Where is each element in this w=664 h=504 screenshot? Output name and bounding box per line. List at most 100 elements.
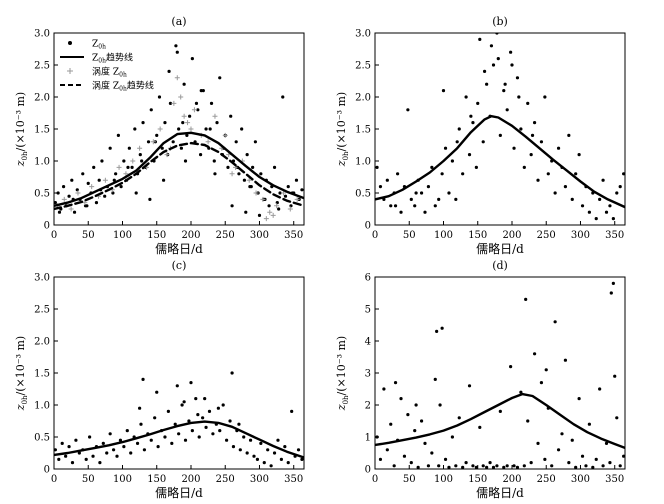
legend-label: 涡度 Z0h: [92, 66, 127, 79]
data-point: [74, 438, 78, 442]
data-point: [574, 172, 578, 176]
x-axis-label: 儒略日/d: [155, 485, 203, 500]
y-tick-label: 2.0: [355, 93, 371, 104]
data-point: [437, 197, 441, 201]
data-point: [613, 374, 617, 378]
data-point: [546, 172, 550, 176]
data-point: [413, 429, 417, 433]
x-tick-label: 250: [537, 230, 556, 241]
data-point: [577, 153, 581, 157]
data-point: [272, 165, 277, 169]
x-tick-label: 0: [51, 230, 57, 241]
data-point: [435, 329, 439, 333]
data-point: [622, 172, 625, 176]
trend-line-dashed: [54, 141, 304, 211]
y-tick-label: 0: [365, 221, 371, 232]
data-point: [567, 133, 571, 137]
y-tick-label: 1.5: [34, 125, 50, 136]
y-tick-label: 6: [365, 273, 371, 284]
data-point: [245, 153, 249, 157]
y-axis-label-main: z: [14, 404, 27, 411]
data-point: [119, 185, 123, 189]
x-tick-label: 300: [571, 474, 590, 485]
data-point: [101, 441, 105, 445]
trend-line: [375, 392, 625, 450]
data-point: [149, 108, 153, 112]
data-point: [190, 429, 194, 433]
data-point: [54, 201, 57, 205]
data-point: [212, 159, 216, 163]
data-point: [226, 165, 230, 169]
y-tick-label: 2: [365, 401, 371, 412]
data-point: [618, 185, 622, 189]
data-point: [180, 403, 184, 407]
x-tick-label: 100: [113, 230, 132, 241]
data-point: [491, 63, 496, 67]
data-point: [481, 140, 485, 144]
data-point: [580, 454, 585, 458]
data-point: [474, 165, 478, 169]
data-point: [231, 445, 236, 449]
legend-label-sub: 0h: [119, 86, 127, 93]
data-point: [237, 172, 241, 176]
y-tick-label: 2.5: [34, 61, 50, 72]
vorticity-point: [181, 113, 187, 119]
data-point: [550, 464, 554, 468]
data-point: [197, 435, 201, 439]
panel-label: (a): [171, 15, 186, 28]
data-point: [447, 191, 451, 195]
x-tick-label: 250: [216, 230, 235, 241]
data-point: [92, 165, 96, 169]
data-point: [454, 464, 458, 468]
data-point: [85, 204, 89, 208]
data-point: [553, 320, 557, 324]
data-point: [163, 435, 167, 439]
data-point: [382, 387, 386, 391]
data-point: [406, 108, 410, 112]
vorticity-point: [61, 196, 67, 202]
trend-line: [375, 114, 625, 209]
data-point: [160, 146, 164, 150]
data-point: [248, 438, 253, 442]
data-point: [170, 441, 174, 445]
data-point: [454, 197, 458, 201]
data-point: [187, 419, 191, 423]
data-point: [182, 400, 186, 404]
data-point: [560, 432, 564, 436]
data-point: [266, 448, 270, 452]
data-point: [185, 133, 189, 137]
vorticity-point: [171, 100, 177, 106]
legend-label-main: 涡度 Z: [92, 80, 119, 92]
data-point: [519, 390, 523, 394]
data-point: [482, 69, 487, 73]
data-point: [116, 133, 120, 137]
data-point: [532, 352, 537, 356]
x-tick-label: 50: [82, 230, 95, 241]
data-point: [495, 464, 499, 468]
data-point: [283, 194, 288, 198]
y-axis-label-sub: 0h: [21, 395, 29, 404]
x-tick-label: 100: [434, 230, 453, 241]
data-point: [611, 217, 615, 221]
data-point: [155, 133, 159, 137]
y-axis-label-sub: 0h: [342, 151, 350, 160]
data-point: [467, 153, 472, 157]
vorticity-point: [270, 212, 276, 218]
y-tick-label: 5: [365, 305, 371, 316]
data-point: [67, 445, 71, 449]
x-tick-label: 150: [468, 474, 487, 485]
x-tick-label: 50: [403, 230, 416, 241]
data-point: [608, 461, 612, 465]
data-point: [290, 409, 294, 413]
x-tick-label: 250: [537, 474, 556, 485]
data-point: [230, 204, 234, 208]
data-point: [234, 140, 238, 144]
data-point: [182, 82, 186, 86]
data-point: [81, 172, 85, 176]
data-point: [587, 422, 591, 426]
data-point: [77, 451, 81, 455]
data-point: [211, 432, 215, 436]
data-point: [503, 82, 507, 86]
y-axis-label-sub: 0h: [342, 395, 350, 404]
x-tick-label: 50: [403, 474, 416, 485]
